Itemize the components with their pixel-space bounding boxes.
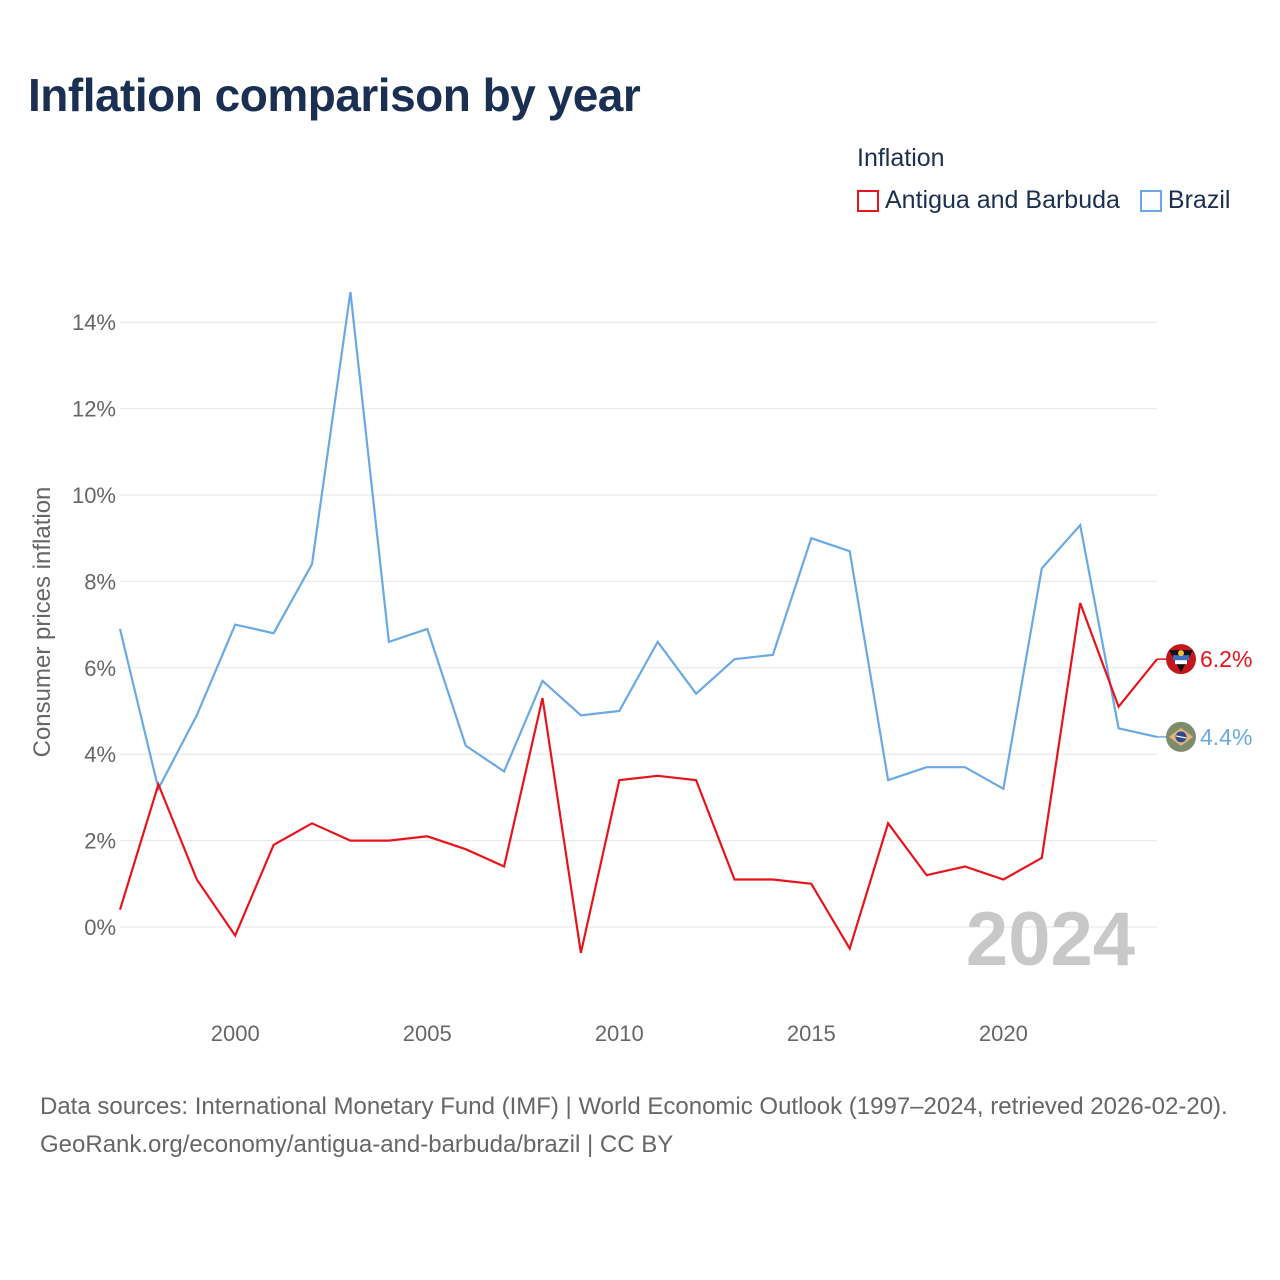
end-label-brazil: 4.4% (1200, 724, 1252, 750)
y-tick-label-6: 6% (84, 656, 116, 681)
flag-white-antigua (1175, 660, 1187, 665)
end-label-antigua: 6.2% (1200, 646, 1252, 672)
legend-swatch-antigua (857, 189, 879, 212)
x-tick-label-2000: 2000 (211, 1021, 260, 1046)
x-tick-label-2015: 2015 (787, 1021, 836, 1046)
legend-item-brazil[interactable]: Brazil (1139, 186, 1231, 215)
flag-band-antigua (1173, 655, 1189, 661)
y-tick-label-8: 8% (84, 569, 116, 594)
flag-band-brazil (1175, 735, 1187, 739)
credit-link[interactable]: GeoRank.org/economy/antigua-and-barbuda/… (40, 1131, 674, 1158)
y-axis-label: Consumer prices inflation (29, 487, 56, 758)
y-tick-label-14: 14% (72, 310, 116, 335)
series-line-brazil (118, 291, 1158, 792)
legend-label-antigua: Antigua and Barbuda (885, 186, 1120, 214)
x-tick-label-2010: 2010 (595, 1021, 644, 1046)
line-chart: 0% 2% 4% 6% 8% 10% 12% 14% 2000 2005 2010 2015 2020 C… (29, 291, 1252, 1046)
y-tick-label-12: 12% (72, 397, 116, 422)
x-tick-label-2020: 2020 (979, 1021, 1028, 1046)
legend: Antigua and Barbuda Brazil (857, 186, 1250, 215)
legend-title: Inflation (857, 144, 945, 172)
year-watermark: 2024 (966, 897, 1135, 982)
y-tick-label-10: 10% (72, 483, 116, 508)
legend-label-brazil: Brazil (1167, 186, 1231, 214)
legend-item-antigua[interactable]: Antigua and Barbuda (857, 186, 1120, 215)
legend-swatch-brazil (1139, 189, 1162, 212)
x-tick-label-2005: 2005 (403, 1021, 452, 1046)
data-sources-text: Data sources: International Monetary Fun… (40, 1093, 1228, 1120)
series-line-antigua (118, 602, 1158, 954)
chart-title: Inflation comparison by year (28, 69, 641, 121)
flag-sun-antigua (1178, 650, 1184, 657)
footer: Data sources: International Monetary Fun… (40, 1088, 1250, 1164)
y-tick-label-0: 0% (84, 915, 116, 940)
y-tick-label-4: 4% (84, 742, 116, 767)
y-tick-label-2: 2% (84, 829, 116, 854)
